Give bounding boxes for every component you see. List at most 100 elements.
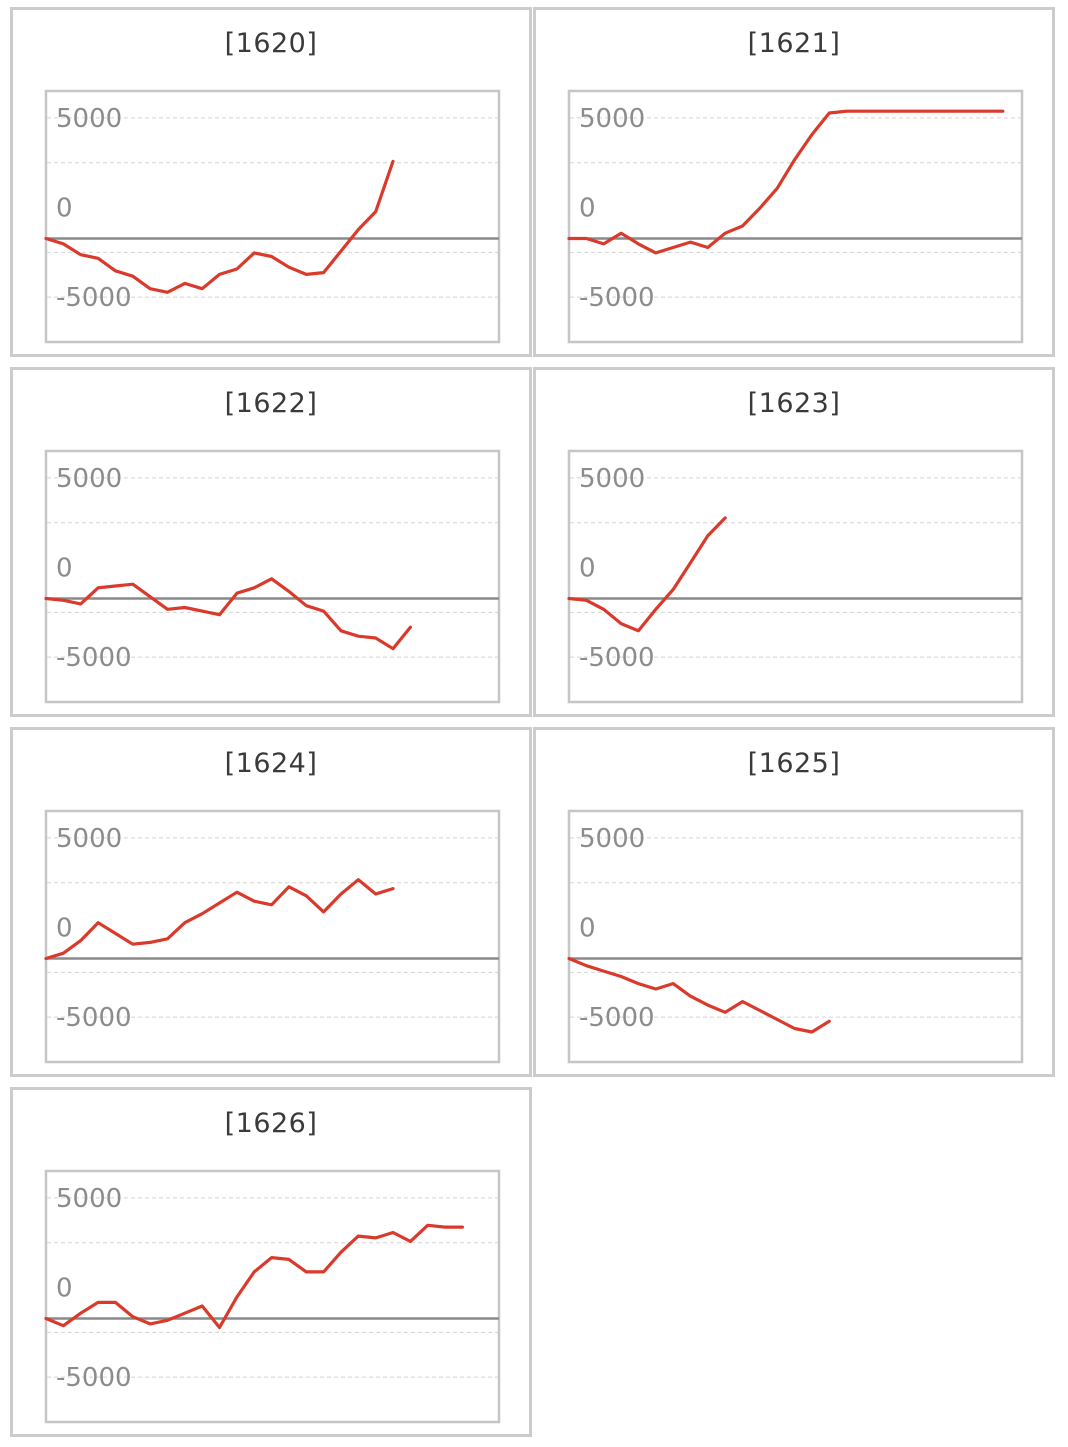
data-point (114, 1301, 117, 1304)
plot-frame (44, 1169, 501, 1424)
data-point (724, 1011, 726, 1014)
data-point (444, 1226, 446, 1228)
data-point (392, 647, 394, 650)
data-point (62, 243, 65, 245)
data-point (114, 932, 117, 935)
data-point (45, 597, 47, 600)
data-point (672, 982, 674, 985)
data-point (759, 207, 761, 209)
chart-plot: 5000 0 -5000 (567, 89, 1024, 344)
chart-plot: 5000 0 -5000 (44, 809, 501, 1064)
plot-frame (44, 449, 501, 704)
data-point (79, 939, 82, 942)
data-point (689, 241, 692, 243)
chart-panel-1626: [1626] 5000 0 -5000 (10, 1087, 532, 1437)
data-point (79, 253, 82, 256)
data-point (236, 1296, 238, 1298)
data-point (741, 1000, 744, 1003)
plot-frame (567, 89, 1024, 344)
series-line (567, 956, 831, 1034)
data-point (863, 110, 865, 112)
data-point (305, 1271, 308, 1273)
data-point (288, 266, 290, 269)
data-point (236, 891, 238, 893)
data-point (357, 635, 360, 637)
y-tick-label: -5000 (579, 283, 655, 313)
chart-title: [1626] (224, 1108, 318, 1139)
plot-frame (567, 449, 1024, 704)
y-tick-label: -5000 (56, 643, 132, 673)
data-point (132, 583, 134, 585)
y-tick-label: 5000 (56, 104, 122, 134)
y-tick-label: 0 (56, 194, 73, 224)
y-tick-label: 0 (579, 554, 596, 584)
data-point (585, 599, 588, 602)
data-point (236, 592, 238, 594)
data-point (426, 1224, 429, 1227)
data-point (672, 246, 674, 249)
chart-title: [1625] (747, 748, 841, 779)
data-point (166, 1319, 169, 1322)
y-tick-label: 0 (56, 914, 73, 944)
data-point (132, 943, 134, 945)
data-point (236, 268, 238, 270)
data-point (201, 610, 203, 612)
plot-frame (44, 809, 501, 1064)
chart-title: [1622] (224, 388, 318, 419)
data-point (218, 613, 221, 616)
data-point (149, 287, 151, 290)
data-point (322, 610, 325, 612)
y-tick-label: 5000 (56, 464, 122, 494)
data-point (741, 225, 744, 227)
y-tick-label: 0 (579, 914, 596, 944)
data-point (967, 110, 969, 112)
data-point (568, 237, 570, 240)
chart-panel-1620: [1620] 5000 0 -5000 (10, 7, 532, 357)
data-point (585, 964, 588, 967)
y-tick-label: 0 (579, 194, 596, 224)
data-point (114, 585, 117, 587)
data-point (340, 630, 342, 632)
chart-title: [1621] (747, 28, 841, 59)
chart-panel-1623: [1623] 5000 0 -5000 (533, 367, 1055, 717)
data-point (461, 1226, 464, 1228)
data-point (880, 110, 883, 112)
chart-title: [1624] (224, 748, 318, 779)
y-tick-label: 5000 (56, 1184, 122, 1214)
y-tick-label: -5000 (56, 283, 132, 313)
data-point (62, 1324, 65, 1327)
data-point (357, 228, 360, 231)
data-point (218, 902, 221, 904)
data-point (184, 1312, 186, 1314)
data-point (340, 250, 342, 252)
data-point (915, 110, 917, 112)
data-point (984, 110, 987, 112)
data-point (707, 535, 709, 537)
chart-plot: 5000 0 -5000 (44, 89, 501, 344)
data-point (114, 270, 117, 272)
chart-panel-1622: [1622] 5000 0 -5000 (10, 367, 532, 717)
data-point (218, 1326, 221, 1329)
chart-panel-1625: [1625] 5000 0 -5000 (533, 727, 1055, 1077)
data-point (97, 257, 99, 260)
data-point (218, 273, 221, 276)
data-point (707, 246, 709, 249)
data-point (97, 921, 99, 924)
data-point (568, 957, 570, 960)
data-point (305, 273, 308, 276)
chart-plot: 5000 0 -5000 (567, 449, 1024, 704)
data-point (340, 893, 342, 895)
y-tick-label: 5000 (579, 464, 645, 494)
data-point (184, 606, 186, 609)
data-point (949, 110, 952, 112)
data-point (620, 975, 622, 978)
data-point (620, 622, 622, 625)
data-point (409, 626, 412, 628)
data-point (357, 878, 360, 881)
data-point (828, 112, 831, 114)
data-point (253, 252, 255, 254)
data-point (322, 1271, 325, 1273)
chart-plot: 5000 0 -5000 (44, 1169, 501, 1424)
data-point (637, 243, 640, 245)
y-tick-label: -5000 (579, 643, 655, 673)
